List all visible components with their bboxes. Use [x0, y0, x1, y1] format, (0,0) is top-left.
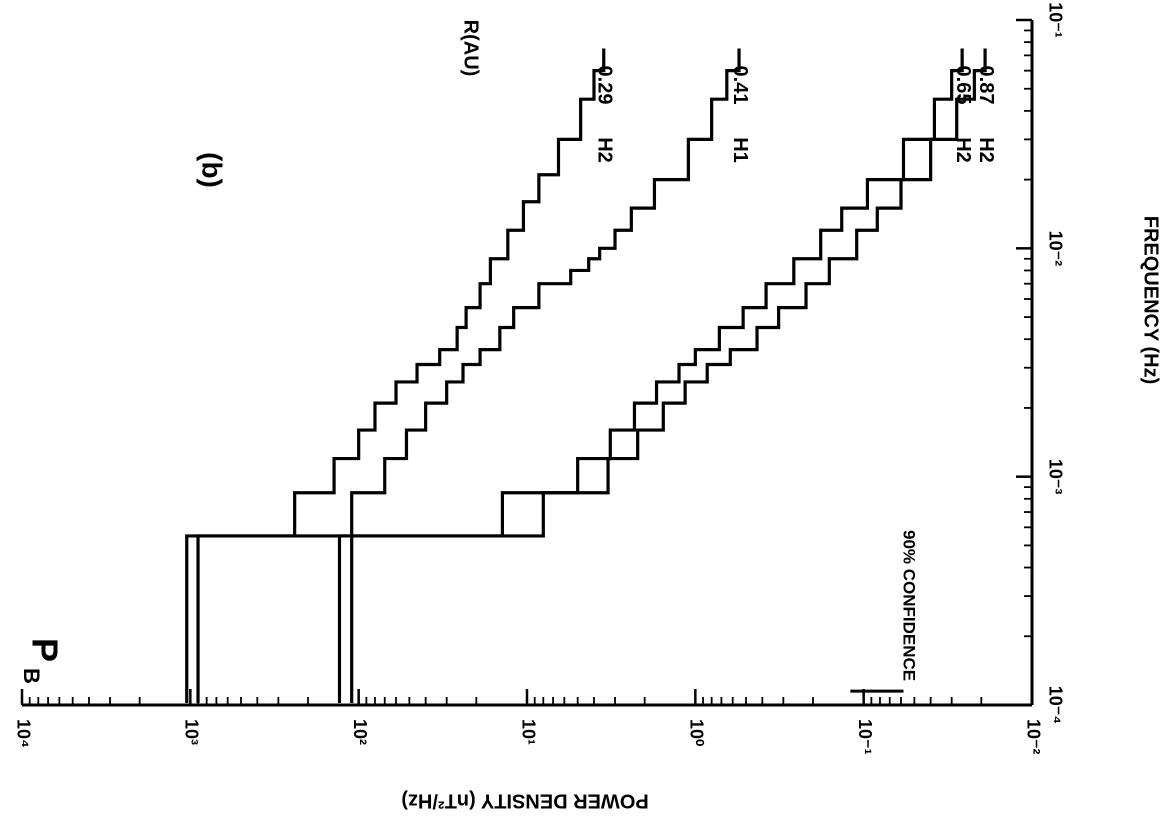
power-tick-label: 10⁻² [1023, 719, 1043, 755]
series-name-text: H1 [729, 137, 751, 163]
frequency-tick-label-text: 10⁻² [1045, 231, 1065, 267]
x-axis-title-text: FREQUENCY (Hz) [1140, 216, 1162, 385]
power-tick-label: 10⁻¹ [855, 719, 875, 755]
frequency-tick-label-text: 10⁻⁴ [1045, 686, 1065, 724]
series-distance-label: 0.65 [952, 66, 974, 105]
series-line-0 [185, 48, 606, 703]
power-tick-label-text: 10¹ [518, 719, 538, 745]
confidence-label: 90% CONFIDENCE [900, 530, 919, 681]
y-axis-title: POWER DENSITY (nT²/Hz) [401, 790, 648, 812]
series-name-text: H2 [952, 137, 974, 163]
axes-layer [20, 18, 1034, 707]
series-distance-text: 0.87 [975, 66, 997, 105]
distance-header-text: R(AU) [460, 20, 482, 77]
series-layer [185, 48, 987, 703]
power-tick-label-text: 10⁻² [1023, 719, 1043, 755]
power-tick-label: 10¹ [518, 719, 538, 745]
series-name-label: H2 [593, 137, 615, 163]
series-name-text: H2 [593, 137, 615, 163]
distance-header: R(AU) [460, 20, 482, 77]
series-name-label: H1 [729, 137, 751, 163]
power-tick-label: 10⁰ [687, 719, 707, 746]
panel-label-text: (b) [197, 152, 228, 188]
series-distance-text: 0.41 [729, 66, 751, 105]
power-tick-label: 10⁴ [13, 719, 33, 748]
power-tick-label: 10² [350, 719, 370, 745]
x-axis-title: FREQUENCY (Hz) [1140, 216, 1162, 385]
y-axis-title-text: POWER DENSITY (nT²/Hz) [401, 790, 648, 812]
series-distance-label: 0.29 [593, 66, 615, 105]
component-subscript: B [19, 668, 44, 684]
power-tick-label-text: 10⁰ [687, 719, 707, 746]
power-tick-label-text: 10⁴ [13, 719, 33, 748]
series-line-3 [350, 48, 987, 703]
power-tick-label-text: 10⁻¹ [855, 719, 875, 755]
labels-layer: 10⁴ 10³ 10² 10¹ 10⁰ 10⁻¹ 10⁻²10⁻⁴10⁻³10⁻²10⁻¹P… [13, 2, 1161, 811]
series-distance-label: 0.41 [729, 66, 751, 105]
power-tick-label: 10³ [182, 719, 202, 745]
confidence-label-text: 90% CONFIDENCE [900, 530, 919, 681]
series-name-label: H2 [975, 137, 997, 163]
frequency-tick-label: 10⁻³ [1045, 459, 1065, 495]
series-line-1 [196, 48, 741, 703]
series-line-2 [337, 48, 964, 703]
series-name-text: H2 [975, 137, 997, 163]
frequency-tick-label-text: 10⁻³ [1045, 459, 1065, 495]
frequency-tick-label-text: 10⁻¹ [1045, 2, 1065, 38]
component-label: PB [19, 638, 65, 684]
frequency-tick-label: 10⁻¹ [1045, 2, 1065, 38]
panel-label: (b) [197, 152, 228, 188]
series-distance-text: 0.29 [593, 66, 615, 105]
power-tick-label-text: 10³ [182, 719, 202, 745]
power-tick-label-text: 10² [350, 719, 370, 745]
frequency-tick-label: 10⁻⁴ [1045, 686, 1065, 724]
series-distance-text: 0.65 [952, 66, 974, 105]
frequency-tick-label: 10⁻² [1045, 231, 1065, 267]
series-distance-label: 0.87 [975, 66, 997, 105]
series-name-label: H2 [952, 137, 974, 163]
component-label-text: P [24, 638, 65, 662]
